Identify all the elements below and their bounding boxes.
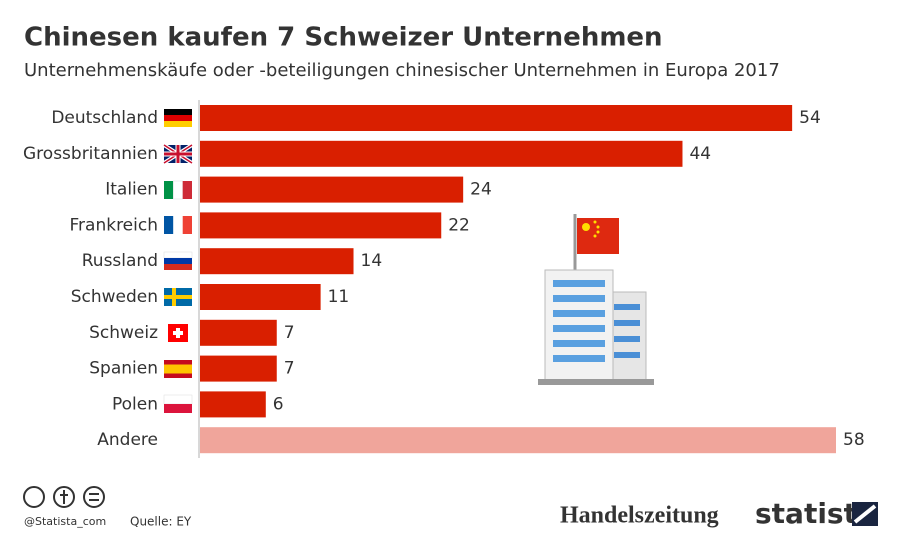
bar (200, 248, 354, 275)
partner-logo: Handelszeitung (560, 503, 719, 529)
flags (162, 109, 194, 413)
value-label: 54 (799, 108, 821, 128)
bar (200, 140, 683, 167)
bar (200, 212, 442, 239)
value-label: 11 (328, 287, 350, 307)
category-label: Schweden (71, 287, 158, 307)
category-label: Deutschland (51, 108, 158, 128)
value-label: 22 (448, 215, 470, 235)
bar (200, 355, 277, 382)
value-label: 7 (284, 323, 295, 343)
value-label: 24 (470, 180, 492, 200)
footer-handle: @Statista_com (24, 515, 106, 528)
category-label: Spanien (89, 359, 158, 379)
category-label: Polen (112, 394, 158, 414)
category-label: Italien (105, 180, 158, 200)
bar (200, 284, 321, 310)
brand-mark (852, 502, 878, 526)
license-icons (23, 486, 105, 508)
category-label: Russland (82, 251, 158, 271)
category-label: Schweiz (89, 323, 158, 343)
bar (200, 105, 793, 131)
category-label: Andere (97, 430, 158, 450)
bar (200, 319, 277, 346)
building-illustration (538, 214, 654, 385)
chart-subtitle: Unternehmenskäufe oder -beteiligungen ch… (24, 60, 780, 81)
value-label: 14 (361, 251, 383, 271)
value-label: 44 (689, 144, 711, 164)
category-label: Grossbritannien (23, 144, 158, 164)
bar (200, 176, 464, 203)
chart-title: Chinesen kaufen 7 Schweizer Unternehmen (24, 23, 663, 53)
category-label: Frankreich (70, 215, 159, 235)
bar (200, 427, 836, 454)
bar (200, 391, 266, 418)
footer-source: Quelle: EY (130, 515, 192, 529)
value-label: 58 (843, 430, 865, 450)
value-label: 7 (284, 359, 295, 379)
value-label: 6 (273, 394, 284, 414)
